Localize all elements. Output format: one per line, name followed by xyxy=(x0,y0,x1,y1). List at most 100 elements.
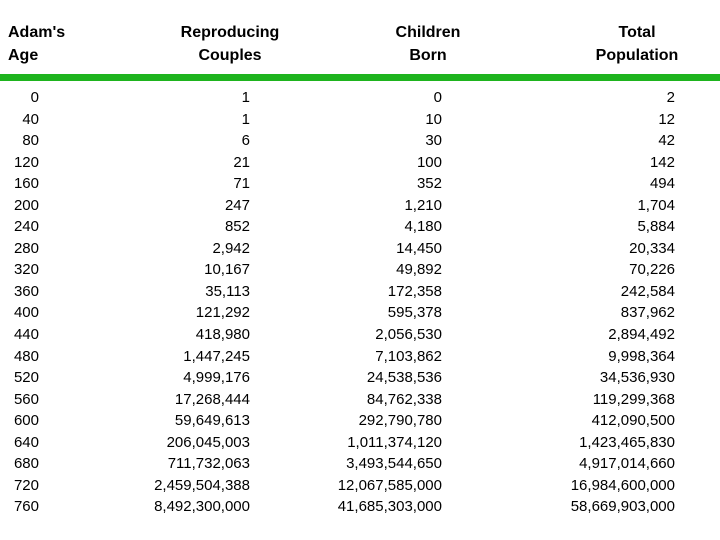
table-cell: 2,459,504,388 xyxy=(154,476,250,494)
table-cell: 480 xyxy=(13,347,39,365)
table-cell: 17,268,444 xyxy=(174,390,250,408)
table-cell: 12 xyxy=(658,110,675,128)
table-cell: 14,450 xyxy=(396,239,442,257)
table-cell: 4,917,014,660 xyxy=(579,455,675,473)
table-cell: 20,334 xyxy=(629,239,675,257)
table-cell: 206,045,003 xyxy=(166,433,250,451)
table-body: 0 1 0 2 40 1 10 12 80 6 30 42 120 21 100 142 160 71 352 494… xyxy=(0,87,720,518)
table-row: 480 1,447,245 7,103,862 9,998,364 xyxy=(0,346,720,368)
table-cell: 711,732,063 xyxy=(167,455,250,473)
table-cell: 292,790,780 xyxy=(358,412,442,430)
table-cell: 1,447,245 xyxy=(183,347,250,365)
table-cell: 1,210 xyxy=(404,196,442,214)
table-cell: 1,011,374,120 xyxy=(347,433,442,451)
table-cell: 3,493,544,650 xyxy=(346,455,442,473)
table-cell: 71 xyxy=(233,175,250,193)
header-line: Reproducing xyxy=(180,24,280,41)
table-cell: 80 xyxy=(22,132,39,150)
table-cell: 12,067,585,000 xyxy=(337,476,442,494)
table-row: 240 852 4,180 5,884 xyxy=(0,216,720,238)
table-cell: 680 xyxy=(13,455,39,473)
table-cell: 7,103,862 xyxy=(375,347,442,365)
table-cell: 280 xyxy=(13,239,39,257)
table-row: 80 6 30 42 xyxy=(0,130,720,152)
table-row: 120 21 100 142 xyxy=(0,152,720,174)
table-cell: 440 xyxy=(13,326,39,344)
table-row: 360 35,113 172,358 242,584 xyxy=(0,281,720,303)
table-cell: 172,358 xyxy=(387,282,442,300)
table-cell: 2 xyxy=(666,89,675,106)
header-line: Total xyxy=(618,24,656,41)
table-cell: 160 xyxy=(13,175,39,193)
table-cell: 560 xyxy=(13,390,39,408)
table-cell: 0 xyxy=(30,89,39,106)
table-row: 400 121,292 595,378 837,962 xyxy=(0,302,720,324)
table-cell: 1,423,465,830 xyxy=(579,433,675,451)
table-cell: 247 xyxy=(224,196,250,214)
table-cell: 418,980 xyxy=(195,326,250,344)
table-cell: 242,584 xyxy=(620,282,675,300)
table-cell: 852 xyxy=(224,218,250,236)
table-cell: 412,090,500 xyxy=(591,412,675,430)
table-cell: 1 xyxy=(241,110,250,128)
table-row: 0 1 0 2 xyxy=(0,87,720,109)
table-cell: 84,762,338 xyxy=(366,390,442,408)
table-cell: 59,649,613 xyxy=(174,412,250,430)
table-cell: 100 xyxy=(416,153,442,171)
table-row: 160 71 352 494 xyxy=(0,173,720,195)
table-cell: 30 xyxy=(425,132,442,150)
table-cell: 42 xyxy=(658,132,675,150)
header-line: Children xyxy=(395,24,461,41)
table-cell: 58,669,903,000 xyxy=(570,498,675,516)
table-cell: 2,942 xyxy=(212,239,250,257)
table-row: 40 1 10 12 xyxy=(0,109,720,131)
table-row: 680 711,732,063 3,493,544,650 4,917,014,660 xyxy=(0,453,720,475)
table-row: 720 2,459,504,388 12,067,585,000 16,984,600… xyxy=(0,475,720,497)
table-row: 640 206,045,003 1,011,374,120 1,423,465,830 xyxy=(0,432,720,454)
table-cell: 600 xyxy=(13,412,39,430)
table-cell: 595,378 xyxy=(387,304,442,322)
table-cell: 34,536,930 xyxy=(599,369,675,387)
table-cell: 120 xyxy=(13,153,39,171)
table-cell: 2,894,492 xyxy=(608,326,675,344)
header-divider-rule xyxy=(0,74,720,81)
table-cell: 360 xyxy=(13,282,39,300)
header-line: Couples xyxy=(198,47,262,64)
header-line: Population xyxy=(595,47,679,64)
header-line: Born xyxy=(409,47,447,64)
table-row: 520 4,999,176 24,538,536 34,536,930 xyxy=(0,367,720,389)
table-row: 200 247 1,210 1,704 xyxy=(0,195,720,217)
table-cell: 16,984,600,000 xyxy=(570,476,675,494)
table-cell: 8,492,300,000 xyxy=(154,498,250,516)
table-cell: 352 xyxy=(416,175,442,193)
table-cell: 9,998,364 xyxy=(608,347,675,365)
table-row: 760 8,492,300,000 41,685,303,000 58,669,903… xyxy=(0,496,720,518)
table-cell: 760 xyxy=(13,498,39,516)
table-cell: 240 xyxy=(13,218,39,236)
table-cell: 41,685,303,000 xyxy=(337,498,442,516)
table-cell: 4,999,176 xyxy=(183,369,250,387)
table-cell: 24,538,536 xyxy=(366,369,442,387)
table-cell: 35,113 xyxy=(205,282,250,300)
table-cell: 640 xyxy=(13,433,39,451)
table-cell: 10 xyxy=(425,110,442,128)
table-cell: 494 xyxy=(649,175,675,193)
table-cell: 1 xyxy=(241,89,250,106)
table-cell: 5,884 xyxy=(637,218,675,236)
table-row: 280 2,942 14,450 20,334 xyxy=(0,238,720,260)
table-cell: 4,180 xyxy=(404,218,442,236)
table-cell: 10,167 xyxy=(204,261,250,279)
table-cell: 49,892 xyxy=(396,261,442,279)
table-cell: 837,962 xyxy=(620,304,675,322)
column-header-total-population: Total Population xyxy=(557,21,717,67)
table-cell: 40 xyxy=(22,110,39,128)
table-cell: 119,299,368 xyxy=(592,390,675,408)
table-cell: 142 xyxy=(649,153,675,171)
header-line: Age xyxy=(8,47,39,64)
table-cell: 1,704 xyxy=(637,196,675,214)
column-header-children-born: Children Born xyxy=(348,21,508,67)
table-row: 600 59,649,613 292,790,780 412,090,500 xyxy=(0,410,720,432)
table-cell: 70,226 xyxy=(629,261,675,279)
table-cell: 6 xyxy=(241,132,250,150)
